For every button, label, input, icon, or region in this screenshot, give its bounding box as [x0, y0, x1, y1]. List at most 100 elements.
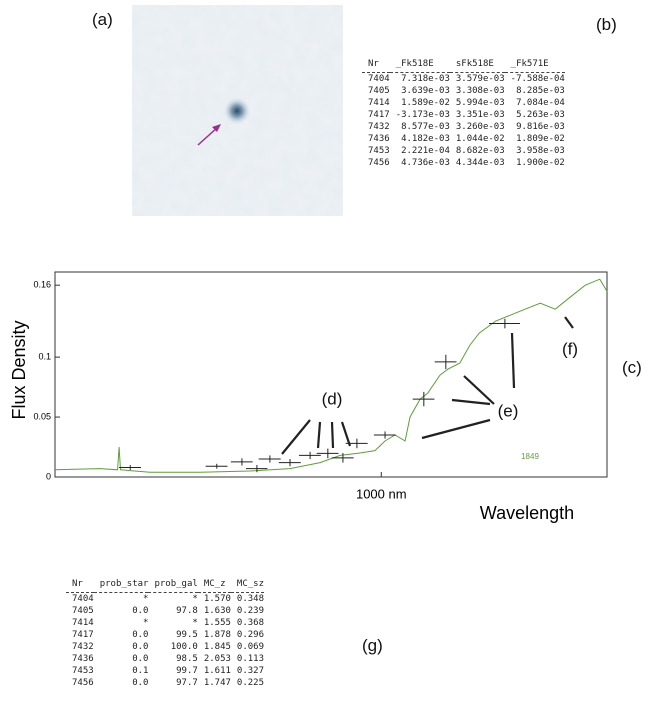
- cell: 1.845: [203, 642, 231, 652]
- table: Nr prob_star prob_gal MC_z MC_sz 7404 * * 1.570 0…: [66, 578, 265, 689]
- cell: 7432: [72, 642, 94, 652]
- annotation: (d): [322, 389, 343, 408]
- cell: 2.221e-04: [401, 146, 450, 156]
- x-axis-label: Wavelength: [480, 503, 574, 523]
- cell: 8.285e-03: [516, 86, 565, 96]
- header-cell: _Fk518E: [389, 58, 450, 73]
- cell: 0.239: [236, 606, 265, 616]
- cell: 1.747: [203, 678, 231, 688]
- cell: -7.588e-04: [510, 74, 565, 84]
- cell: 0.368: [236, 618, 265, 628]
- cell: 97.7: [176, 678, 198, 688]
- spectrum-line: [54, 278, 608, 473]
- cell: 0.0: [132, 678, 149, 688]
- table-b: Nr _Fk518E sFk518E _Fk571E 7404 7.318e-03 3.57…: [362, 58, 612, 175]
- y-axis-label: Flux Density: [9, 320, 29, 419]
- sky-image: [132, 5, 343, 216]
- cell: 7405: [368, 86, 390, 96]
- cell: 3.958e-03: [516, 146, 565, 156]
- cell: 2.053: [203, 654, 231, 664]
- cell: *: [192, 594, 198, 604]
- cell: 7417: [368, 110, 390, 120]
- cell: 0.0: [132, 642, 149, 652]
- y-tick-label: 0.1: [38, 351, 51, 361]
- cell: 7432: [368, 122, 390, 132]
- y-tick-label: 0: [46, 471, 51, 481]
- cell: 3.639e-03: [401, 86, 450, 96]
- cell: 7.084e-04: [516, 98, 565, 108]
- header-cell: prob_star: [93, 578, 149, 593]
- header-cell: sFk518E: [449, 58, 505, 73]
- cell: 7404: [368, 74, 390, 84]
- callout-lines: [281, 316, 574, 455]
- cell: 4.344e-03: [455, 158, 505, 168]
- cell: 1.044e-02: [455, 134, 505, 144]
- cell: 0.225: [236, 678, 265, 688]
- y-tick-label: 0.16: [33, 280, 51, 290]
- cell: 0.113: [236, 654, 265, 664]
- header-cell: Nr: [66, 578, 94, 593]
- annotation: 1849: [521, 452, 539, 461]
- cell: 1.555: [203, 618, 231, 628]
- cell: 7453: [72, 666, 94, 676]
- cell: 3.351e-03: [455, 110, 505, 120]
- table-g: Nr prob_star prob_gal MC_z MC_sz 7404 * * 1.570 0…: [66, 578, 326, 701]
- cell: 1.878: [203, 630, 231, 640]
- y-tick-label: 0.05: [33, 411, 51, 421]
- cell: -3.173e-03: [395, 110, 450, 120]
- cell: 0.1: [132, 666, 149, 676]
- arrow: [197, 126, 219, 146]
- cell: 7405: [72, 606, 94, 616]
- cell: 0.296: [236, 630, 265, 640]
- cell: 100.0: [170, 642, 198, 652]
- header-cell: prob_gal: [148, 578, 198, 593]
- header-cell: Nr: [362, 58, 390, 73]
- cell: 0.0: [132, 606, 149, 616]
- cell: 5.994e-03: [455, 98, 505, 108]
- cell: 1.900e-02: [516, 158, 565, 168]
- cell: 7414: [72, 618, 94, 628]
- cell: 1.589e-02: [401, 98, 450, 108]
- cell: 97.8: [176, 606, 198, 616]
- cell: 99.7: [176, 666, 198, 676]
- cell: 1.630: [203, 606, 231, 616]
- panel-label: (a): [92, 10, 113, 29]
- cell: 99.5: [176, 630, 198, 640]
- cell: 1.809e-02: [516, 134, 565, 144]
- cell: 4.736e-03: [401, 158, 450, 168]
- x-tick-label: 1000 nm: [356, 486, 407, 501]
- panel-label: (g): [362, 636, 383, 655]
- cell: 4.182e-03: [401, 134, 450, 144]
- header-cell: _Fk571E: [504, 58, 565, 73]
- plot-frame: [54, 271, 608, 478]
- cell: 7456: [72, 678, 94, 688]
- cell: 0.0: [132, 630, 149, 640]
- cell: 7453: [368, 146, 390, 156]
- cell: 98.5: [176, 654, 198, 664]
- cell: 7456: [368, 158, 390, 168]
- cell: 7436: [368, 134, 390, 144]
- cell: 3.308e-03: [455, 86, 505, 96]
- table: Nr _Fk518E sFk518E _Fk571E 7404 7.318e-03 3.57…: [362, 58, 565, 169]
- cell: 3.260e-03: [455, 122, 505, 132]
- cell: *: [143, 618, 149, 628]
- panel-label: (c): [622, 358, 642, 377]
- header-cell: MC_sz: [230, 578, 265, 593]
- cell: 0.0: [132, 654, 149, 664]
- panel-label: (b): [596, 15, 617, 34]
- arrow-head: [212, 124, 221, 132]
- cell: 8.682e-03: [455, 146, 505, 156]
- cell: *: [143, 594, 149, 604]
- source: [223, 97, 251, 125]
- chart: Flux Density Wavelength 0 0.05 0.1 0.16 1000…: [9, 271, 608, 523]
- cell: 7417: [72, 630, 94, 640]
- cell: 7.318e-03: [401, 74, 450, 84]
- cell: 3.579e-03: [455, 74, 505, 84]
- cell: 1.611: [203, 666, 231, 676]
- annotation: (f): [562, 339, 578, 358]
- cell: 8.577e-03: [401, 122, 450, 132]
- cell: 1.570: [203, 594, 231, 604]
- cell: 7404: [72, 594, 94, 604]
- cell: 0.327: [236, 666, 265, 676]
